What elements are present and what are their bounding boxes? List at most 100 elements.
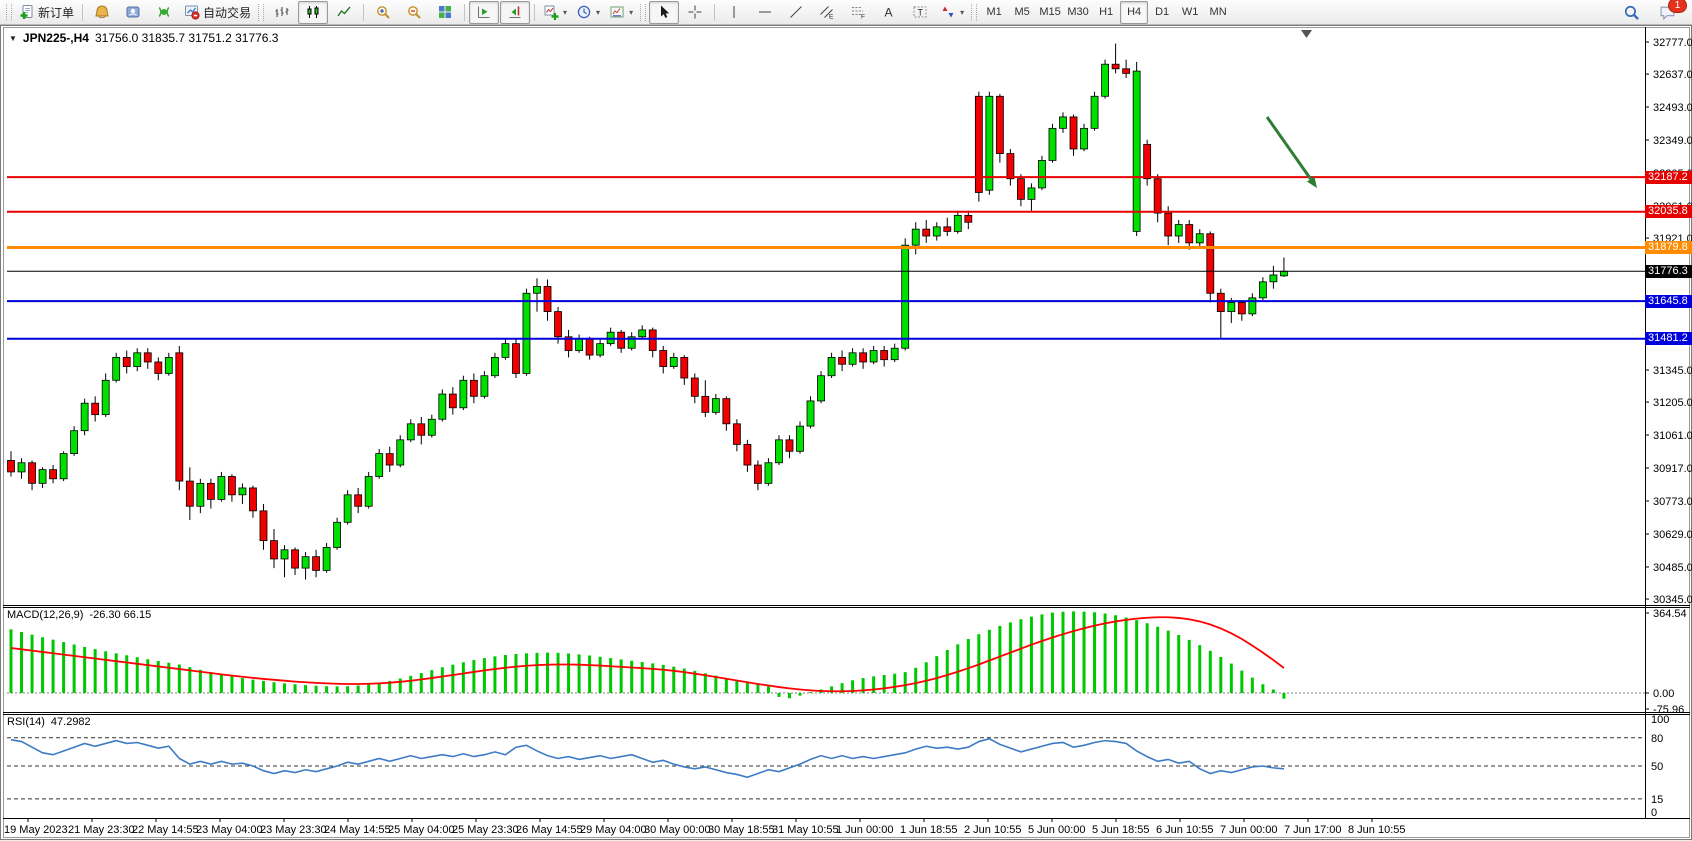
notification-badge: 1	[1668, 0, 1687, 13]
signals-button[interactable]	[149, 1, 179, 24]
rsi-current-value: 47.2982	[50, 716, 91, 728]
text-label-icon: T	[913, 6, 927, 18]
svg-text:19 May 2023: 19 May 2023	[4, 824, 68, 836]
zoom-out-button[interactable]	[399, 1, 429, 24]
metaeditor-icon	[126, 6, 140, 18]
timeframe-M1[interactable]: M1	[986, 6, 1002, 18]
zoom-in-button[interactable]	[368, 1, 398, 24]
chart-shift-button[interactable]	[500, 0, 531, 24]
text-icon: A	[885, 6, 893, 20]
svg-text:15: 15	[1651, 794, 1663, 806]
timeframe-H4[interactable]: H4	[1120, 0, 1149, 24]
svg-text:30773.0: 30773.0	[1653, 496, 1692, 508]
template-icon	[610, 6, 624, 18]
svg-text:1 Jun 00:00: 1 Jun 00:00	[836, 824, 894, 836]
svg-text:8 Jun 10:55: 8 Jun 10:55	[1348, 824, 1406, 836]
autotrading-button[interactable]: 自动交易	[180, 1, 255, 24]
svg-text:80: 80	[1651, 733, 1663, 745]
bar-chart-icon	[275, 7, 289, 17]
new-order-label: 新订单	[38, 5, 75, 20]
auto-scroll-button[interactable]	[469, 0, 500, 24]
timeframe-group: M1 M5 M15 M30 H1 H4 D1 W1 MN	[980, 0, 1232, 24]
svg-text:F: F	[861, 14, 865, 21]
separator	[464, 3, 466, 21]
chart-title: ▼ JPN225-,H4 31756.0 31835.7 31751.2 317…	[9, 31, 278, 45]
toolbar: 新订单 自动交易 ▾ ▾	[0, 0, 1692, 25]
dropdown-caret: ▾	[563, 7, 568, 17]
indicators-button[interactable]: ▾	[539, 1, 571, 24]
macd-current-values: -26.30 66.15	[89, 609, 152, 621]
timeframe-M30[interactable]: M30	[1067, 6, 1089, 18]
svg-text:1 Jun 18:55: 1 Jun 18:55	[900, 824, 958, 836]
metaeditor-button[interactable]	[118, 1, 148, 24]
svg-text:30 May 18:55: 30 May 18:55	[708, 824, 775, 836]
price-tag-32187.2: 32187.2	[1645, 170, 1692, 184]
arrows-icon	[942, 6, 954, 18]
chart-canvas[interactable]: 32777.032637.032493.032349.032205.032061…	[1, 26, 1692, 841]
rsi-indicator-label: RSI(14) 47.2982	[7, 716, 91, 728]
arrows-tool-button[interactable]: ▾	[936, 1, 968, 24]
svg-text:7 Jun 00:00: 7 Jun 00:00	[1220, 824, 1278, 836]
dropdown-caret: ▾	[960, 7, 965, 17]
price-tag-31481.2: 31481.2	[1645, 332, 1692, 346]
candlestick-chart-button[interactable]	[298, 0, 329, 24]
cursor-tool-button[interactable]	[649, 0, 680, 24]
notifications-button[interactable]: 1	[1652, 0, 1687, 24]
vertical-line-tool-button[interactable]	[719, 1, 749, 24]
chevron-down-icon[interactable]: ▼	[9, 33, 17, 43]
zoom-out-icon	[408, 6, 421, 19]
timeframe-M15[interactable]: M15	[1039, 6, 1061, 18]
auto-scroll-icon	[478, 6, 490, 18]
search-button[interactable]	[1616, 1, 1646, 24]
svg-text:2 Jun 10:55: 2 Jun 10:55	[964, 824, 1022, 836]
svg-text:0.00: 0.00	[1653, 688, 1674, 700]
periods-button[interactable]: ▾	[572, 1, 604, 24]
ohlc-values: 31756.0 31835.7 31751.2 31776.3	[94, 31, 279, 45]
templates-button[interactable]: ▾	[605, 1, 637, 24]
svg-text:25 May 23:30: 25 May 23:30	[452, 824, 519, 836]
tile-windows-button[interactable]	[430, 1, 460, 24]
timeframe-D1[interactable]: D1	[1155, 6, 1170, 18]
timeframe-M5[interactable]: M5	[1014, 6, 1030, 18]
price-tag-31645.8: 31645.8	[1645, 294, 1692, 308]
svg-text:29 May 04:00: 29 May 04:00	[580, 824, 647, 836]
timeframe-H1[interactable]: H1	[1099, 6, 1114, 18]
charts-button[interactable]	[87, 1, 117, 24]
price-tag-31879.8: 31879.8	[1645, 240, 1692, 254]
zoom-in-icon	[377, 6, 390, 19]
svg-text:31345.0: 31345.0	[1653, 365, 1692, 377]
dropdown-caret: ▾	[596, 7, 601, 17]
text-tool-button[interactable]: A	[874, 1, 904, 24]
toolbar-grip[interactable]	[258, 3, 265, 21]
timeframe-W1[interactable]: W1	[1181, 6, 1199, 18]
svg-text:-75.96: -75.96	[1653, 704, 1684, 716]
toolbar-grip[interactable]	[640, 3, 647, 21]
timeframe-MN[interactable]: MN	[1209, 6, 1227, 18]
toolbar-grip[interactable]	[6, 3, 12, 21]
svg-text:32349.0: 32349.0	[1653, 135, 1692, 147]
svg-text:30917.0: 30917.0	[1653, 463, 1692, 475]
svg-text:364.54: 364.54	[1653, 608, 1687, 620]
line-chart-button[interactable]	[329, 1, 359, 24]
text-label-tool-button[interactable]: T	[905, 1, 935, 24]
chart-window: 32777.032637.032493.032349.032205.032061…	[0, 25, 1692, 840]
svg-text:5 Jun 00:00: 5 Jun 00:00	[1028, 824, 1086, 836]
bar-chart-button[interactable]	[267, 1, 297, 24]
horizontal-line-tool-button[interactable]	[750, 1, 780, 24]
svg-text:32777.0: 32777.0	[1653, 37, 1692, 49]
crosshair-icon	[688, 5, 702, 19]
vertical-line-icon	[733, 6, 735, 18]
fibonacci-tool-button[interactable]: F	[843, 1, 873, 24]
horizontal-line-icon	[759, 11, 772, 13]
crosshair-tool-button[interactable]	[680, 1, 710, 24]
svg-text:6 Jun 10:55: 6 Jun 10:55	[1156, 824, 1214, 836]
equidistant-channel-tool-button[interactable]: E	[812, 1, 842, 24]
trendline-tool-button[interactable]	[781, 1, 811, 24]
candlestick-chart-icon	[307, 6, 319, 18]
line-chart-icon	[337, 6, 351, 17]
gold-bell-icon	[95, 5, 109, 19]
svg-text:31 May 10:55: 31 May 10:55	[772, 824, 839, 836]
new-order-button[interactable]: 新订单	[15, 1, 78, 24]
toolbar-grip[interactable]	[971, 3, 978, 21]
svg-text:26 May 14:55: 26 May 14:55	[516, 824, 583, 836]
